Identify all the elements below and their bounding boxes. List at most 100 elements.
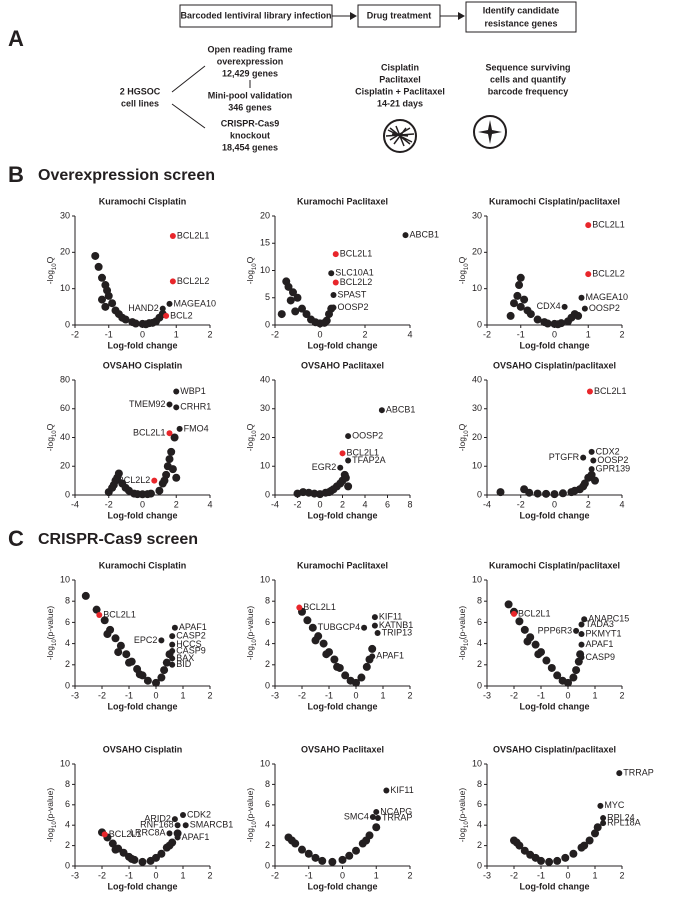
minipool-text: Mini-pool validation bbox=[208, 90, 293, 100]
y-axis-label-part: Q bbox=[45, 256, 55, 263]
y-tick-label: 6 bbox=[265, 799, 270, 809]
labeled-point bbox=[402, 232, 409, 239]
arrow-head bbox=[458, 12, 465, 20]
labeled-point bbox=[176, 425, 183, 432]
point bbox=[155, 486, 164, 495]
point-label: OOSP2 bbox=[597, 455, 628, 465]
point-label: ABCB1 bbox=[410, 229, 440, 239]
x-tick-label: 2 bbox=[207, 870, 212, 880]
x-tick-label: 0 bbox=[140, 499, 145, 509]
labeled-point bbox=[374, 815, 381, 822]
x-tick-label: -2 bbox=[483, 329, 491, 339]
point-label: BCL2L1 bbox=[347, 448, 380, 458]
point bbox=[114, 469, 123, 478]
chart-title: Kuramochi Paclitaxel bbox=[297, 560, 388, 570]
point bbox=[98, 273, 106, 282]
point-label: ANAPC15 bbox=[588, 614, 629, 624]
drug-text: Cisplatin bbox=[381, 62, 419, 72]
point-label: WBP1 bbox=[180, 386, 206, 396]
x-tick-label: 0 bbox=[565, 870, 570, 880]
point bbox=[311, 318, 320, 327]
y-tick-label: 30 bbox=[260, 403, 270, 413]
point bbox=[165, 841, 174, 850]
labeled-point bbox=[296, 604, 303, 611]
y-tick-label: 8 bbox=[265, 596, 270, 606]
point bbox=[298, 304, 306, 313]
point bbox=[580, 841, 589, 850]
point-label: MAGEA10 bbox=[174, 298, 217, 308]
point-label: APAF1 bbox=[376, 651, 404, 661]
point bbox=[352, 678, 360, 687]
point bbox=[570, 486, 579, 495]
point bbox=[165, 455, 174, 464]
minipool-text: 346 genes bbox=[228, 102, 272, 112]
point bbox=[111, 845, 120, 854]
x-tick-label: 6 bbox=[385, 499, 390, 509]
point bbox=[143, 490, 152, 499]
point-label: OOSP2 bbox=[589, 303, 620, 313]
box-text: Identify candidate bbox=[483, 5, 560, 15]
labeled-point bbox=[588, 448, 595, 455]
chart-title: Kuramochi Cisplatin/paclitaxel bbox=[489, 560, 620, 570]
y-tick-label: 6 bbox=[65, 617, 70, 627]
y-tick-label: 10 bbox=[260, 265, 270, 275]
point bbox=[341, 473, 350, 482]
x-tick-label: -2 bbox=[105, 499, 113, 509]
point bbox=[537, 856, 545, 865]
y-axis-label-part: (p-value) bbox=[457, 788, 467, 822]
labeled-point bbox=[174, 822, 181, 829]
labeled-point bbox=[586, 388, 593, 395]
y-tick-label: 30 bbox=[472, 210, 482, 220]
point-label: APAF1 bbox=[182, 832, 210, 842]
point bbox=[116, 641, 125, 650]
x-axis-label: Log-fold change bbox=[520, 701, 590, 711]
y-tick-label: 0 bbox=[265, 319, 270, 329]
y-tick-label: 10 bbox=[260, 758, 270, 768]
y-axis-label-part: 10 bbox=[52, 821, 58, 828]
point-label: OOSP2 bbox=[338, 302, 369, 312]
x-tick-label: -2 bbox=[298, 690, 306, 700]
chart-title: Kuramochi Cisplatin/paclitaxel bbox=[489, 196, 620, 206]
y-axis-label-part: -log bbox=[245, 437, 255, 451]
labeled-point bbox=[371, 622, 378, 629]
labeled-point bbox=[578, 621, 585, 628]
x-tick-label: -2 bbox=[98, 690, 106, 700]
point bbox=[545, 857, 554, 866]
y-tick-label: 2 bbox=[65, 840, 70, 850]
y-tick-label: 20 bbox=[60, 247, 70, 257]
point bbox=[111, 634, 120, 643]
point bbox=[526, 310, 535, 319]
point bbox=[344, 482, 353, 491]
point bbox=[543, 319, 552, 328]
labeled-point bbox=[597, 802, 604, 809]
x-tick-label: 2 bbox=[340, 499, 345, 509]
point-label: ABCB1 bbox=[386, 405, 416, 415]
y-tick-label: 8 bbox=[65, 779, 70, 789]
section-title: Overexpression screen bbox=[38, 167, 215, 184]
y-tick-label: 20 bbox=[60, 461, 70, 471]
y-axis-label-part: -log bbox=[457, 828, 467, 842]
labeled-point bbox=[169, 641, 176, 648]
point-label: SPAST bbox=[338, 289, 367, 299]
y-tick-label: 30 bbox=[472, 403, 482, 413]
y-axis-label-part: 10 bbox=[252, 639, 258, 646]
labeled-point bbox=[378, 407, 385, 414]
point-label: TRIP13 bbox=[382, 627, 413, 637]
y-axis-label: -log10(p-value) bbox=[457, 788, 469, 843]
x-axis-label: Log-fold change bbox=[108, 701, 178, 711]
point bbox=[109, 480, 118, 489]
x-tick-label: -4 bbox=[271, 499, 279, 509]
labeled-point bbox=[616, 770, 623, 777]
point-label: EGR2 bbox=[312, 462, 337, 472]
point-label: SMC4 bbox=[344, 811, 369, 821]
labeled-point bbox=[578, 654, 585, 661]
point bbox=[561, 853, 570, 862]
labeled-point bbox=[578, 631, 585, 638]
point bbox=[504, 600, 513, 609]
arrow-head bbox=[350, 12, 357, 20]
point bbox=[553, 671, 562, 680]
x-tick-label: -2 bbox=[98, 870, 106, 880]
panel-letter: C bbox=[8, 526, 24, 551]
point bbox=[135, 670, 144, 679]
